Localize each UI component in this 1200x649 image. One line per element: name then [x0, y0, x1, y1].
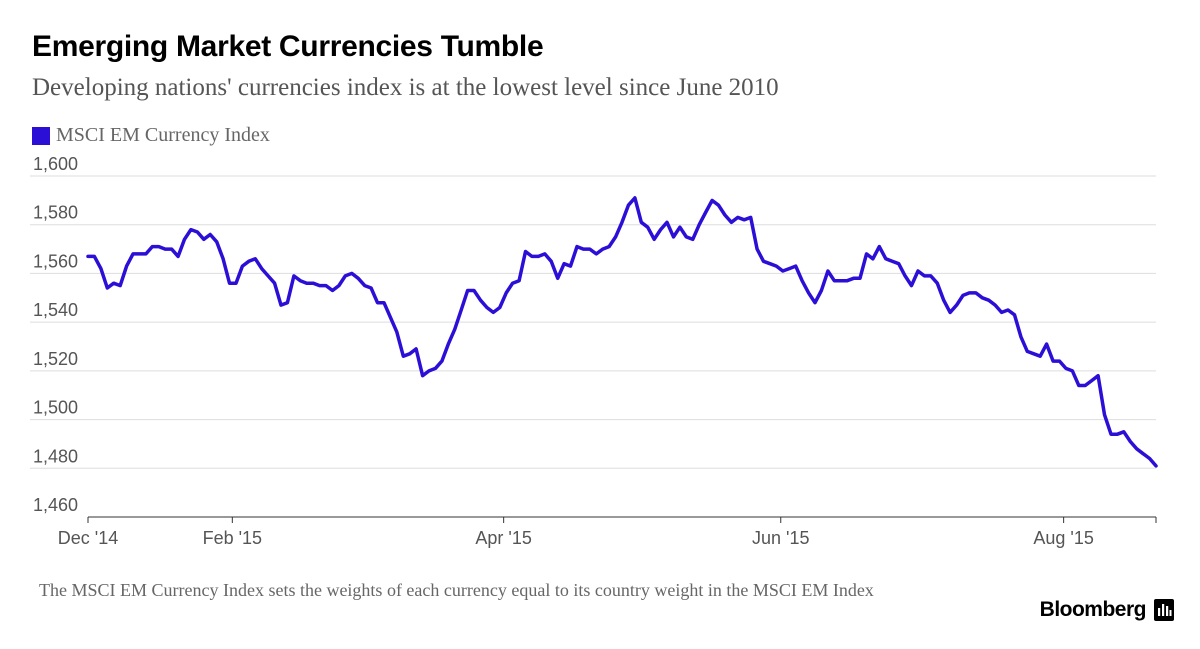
series-line: [86, 196, 1158, 468]
y-tick-label: 1,520: [33, 349, 78, 369]
x-tick-label: Feb '15: [203, 528, 262, 548]
y-tick-label: 1,480: [33, 446, 78, 466]
footnote: The MSCI EM Currency Index sets the weig…: [39, 580, 874, 600]
y-tick-label: 1,580: [33, 203, 78, 223]
y-tick-label: 1,500: [33, 398, 78, 418]
x-tick-label: Jun '15: [752, 528, 809, 548]
y-tick-label: 1,600: [33, 154, 78, 174]
brand-name: Bloomberg: [1039, 598, 1147, 621]
grid-lines: [30, 175, 1156, 469]
legend-swatch: [32, 126, 50, 145]
chart-title: Emerging Market Currencies Tumble: [32, 30, 544, 63]
y-axis: 1,460 1,480 1,500 1,520 1,540 1,560 1,580 1,600: [33, 154, 78, 515]
bloomberg-chart-icon: [1154, 599, 1174, 621]
series-layer: [86, 196, 1158, 468]
y-tick-label: 1,560: [33, 251, 78, 271]
chart-subtitle: Developing nations' currencies index is …: [32, 74, 779, 101]
brand-logo: Bloomberg: [1040, 598, 1174, 622]
x-tick-label: Aug '15: [1033, 528, 1094, 548]
y-tick-label: 1,460: [33, 495, 78, 515]
x-axis: Dec '14 Feb '15 Apr '15 Jun '15 Aug '15: [58, 516, 1157, 548]
x-tick-label: Apr '15: [475, 528, 531, 548]
y-tick-label: 1,540: [33, 300, 78, 320]
legend-label: MSCI EM Currency Index: [56, 124, 270, 146]
legend: MSCI EM Currency Index: [32, 124, 270, 147]
x-tick-label: Dec '14: [58, 528, 118, 548]
